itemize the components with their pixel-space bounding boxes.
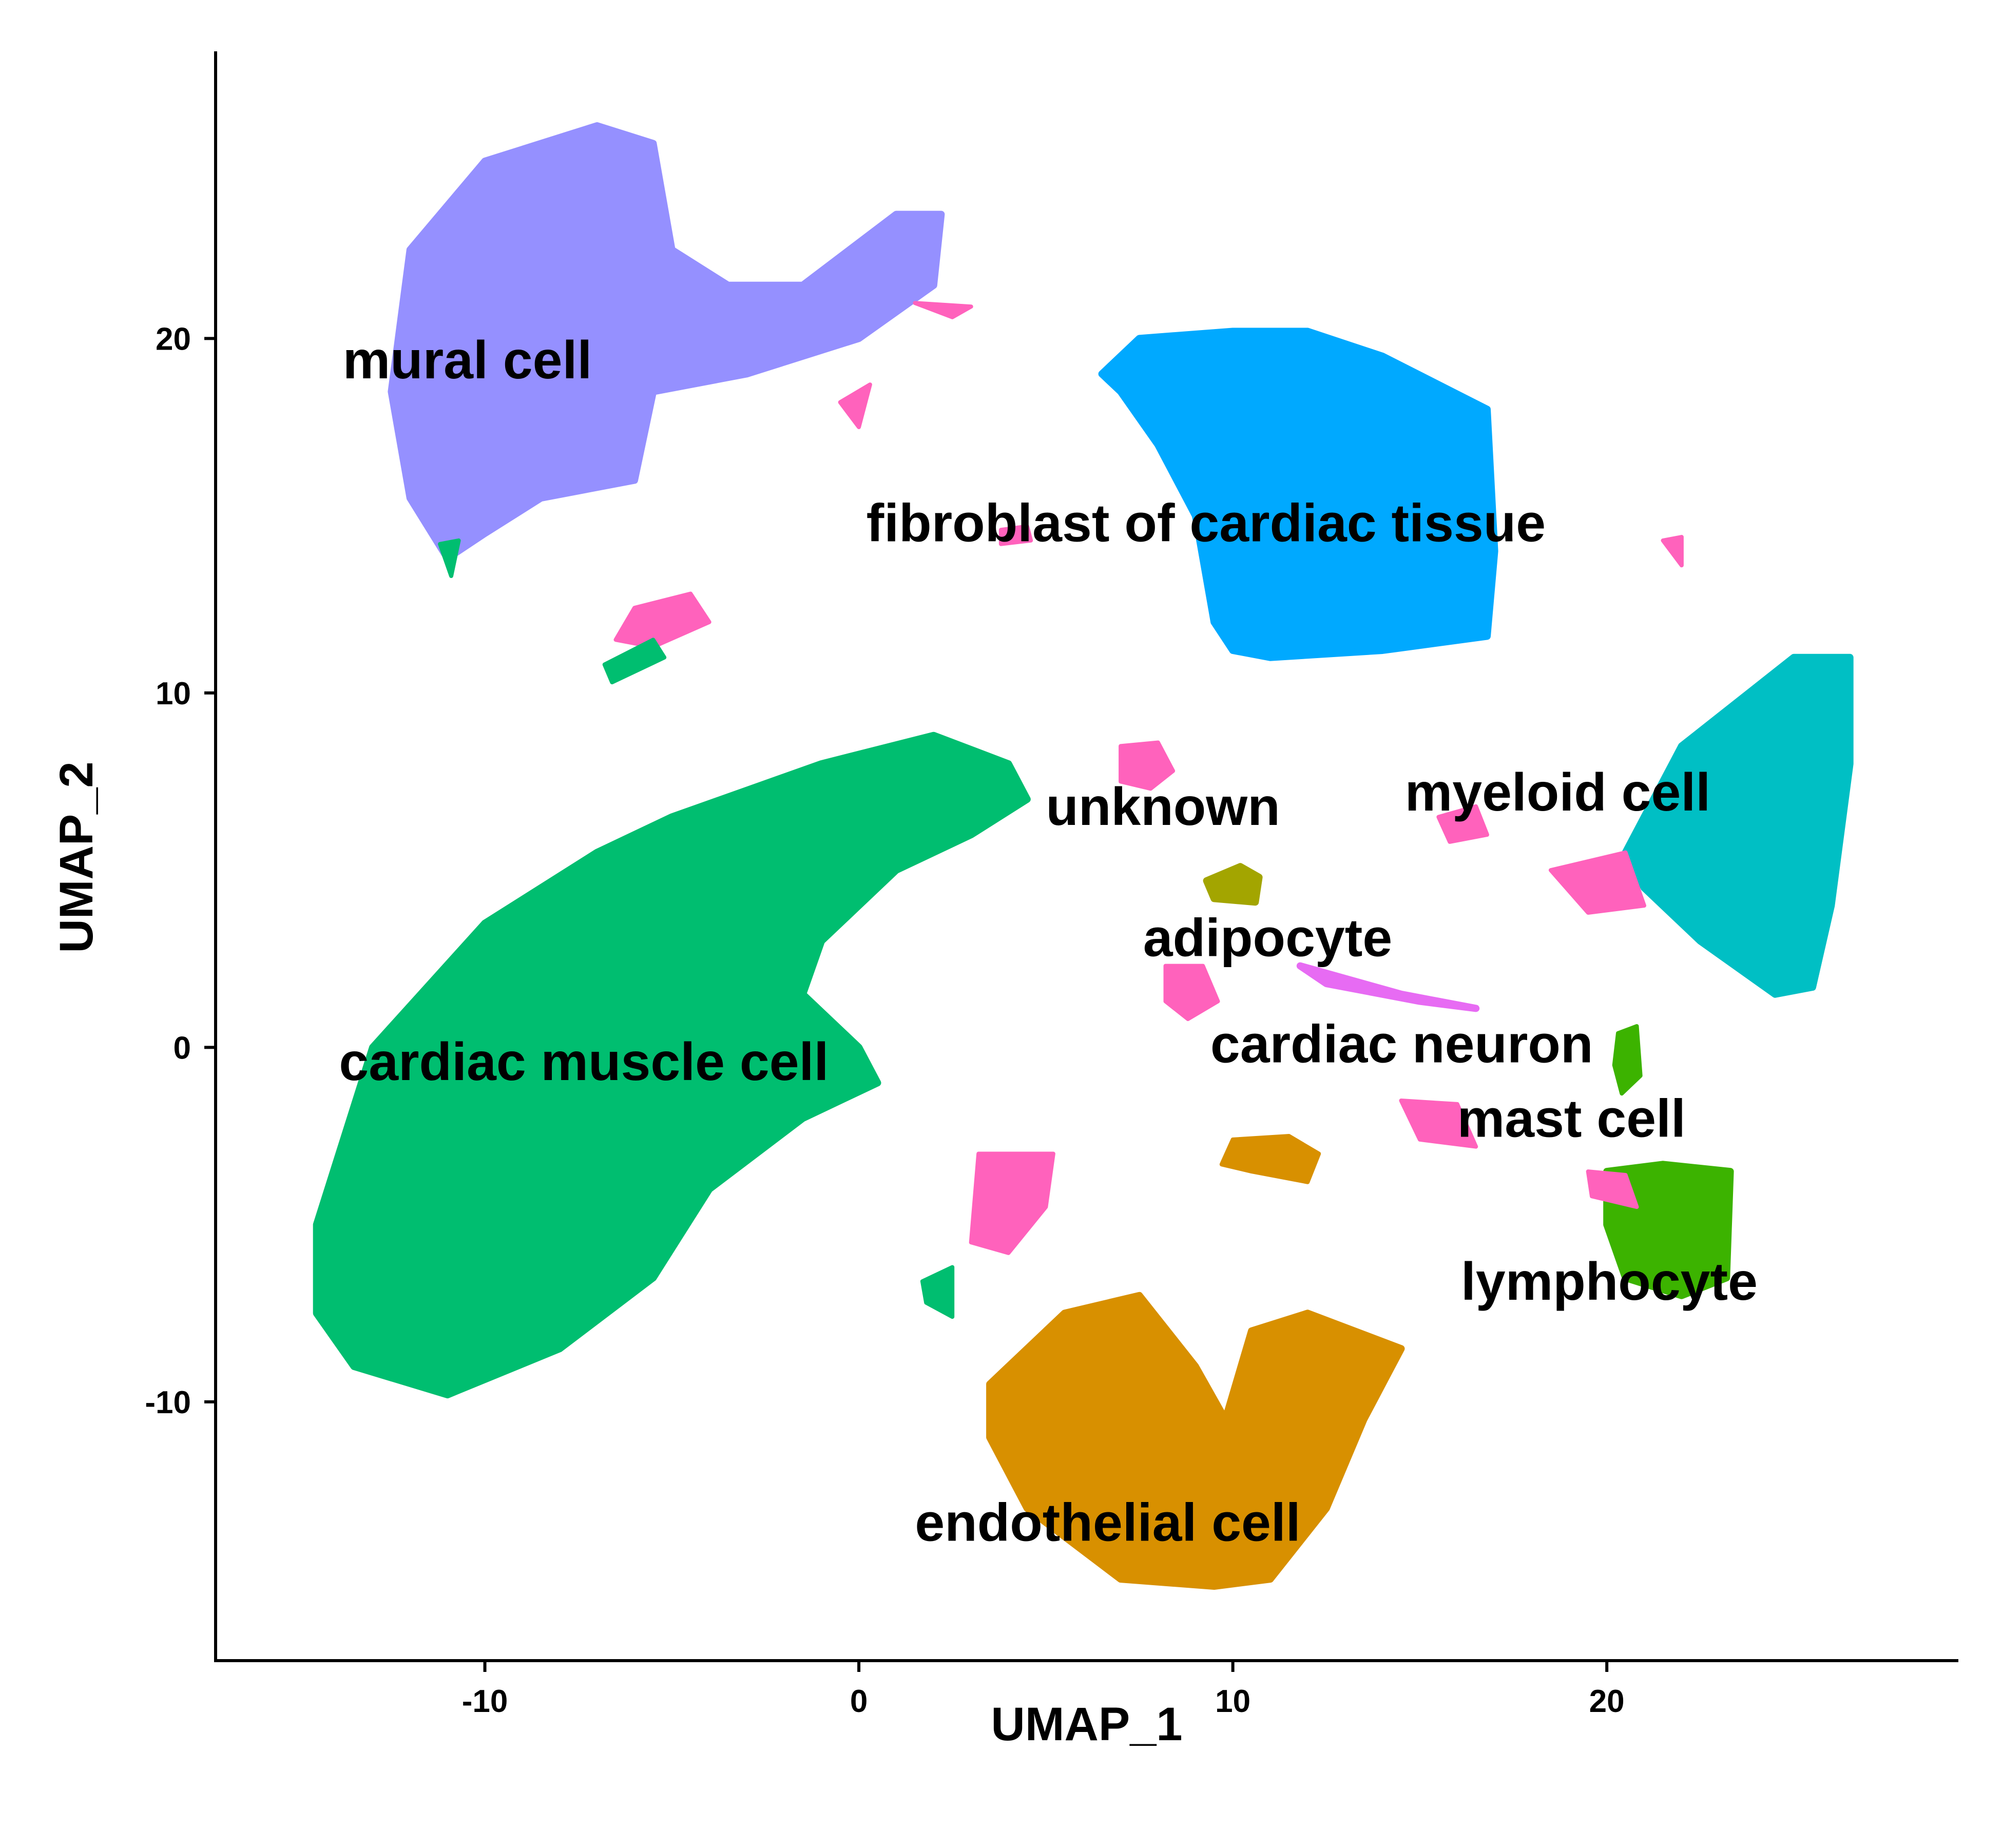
unknown-patch-1 [1119, 740, 1176, 791]
label-adipocyte: adipocyte [1143, 908, 1392, 968]
cardiac-muscle-patch-2 [920, 1265, 955, 1319]
label-lymphocyte: lymphocyte [1461, 1252, 1758, 1312]
y-axis-title: UMAP_2 [50, 761, 103, 953]
unknown-patch-9 [913, 301, 973, 319]
x-axis-title: UMAP_1 [991, 1698, 1182, 1750]
unknown-patch-11 [1661, 535, 1684, 568]
small-cluster-layer [438, 301, 1684, 1319]
label-endothelial-cell: endothelial cell [915, 1493, 1300, 1553]
unknown-patch-4 [1548, 850, 1646, 915]
x-tick-label: 0 [850, 1684, 868, 1719]
unknown-patch-5 [1436, 804, 1489, 844]
mast-cell-patch-0 [1612, 1024, 1643, 1096]
label-myeloid-cell: myeloid cell [1405, 763, 1710, 822]
unknown-patch-10 [838, 382, 872, 429]
unknown-patch-7 [1586, 1169, 1639, 1209]
label-mural-cell: mural cell [343, 331, 592, 390]
endothelial-patch-0 [1219, 1134, 1321, 1184]
x-tick-label: 20 [1589, 1684, 1625, 1719]
label-unknown: unknown [1046, 777, 1280, 837]
cluster-layer [313, 122, 1854, 1590]
x-tick-label: -10 [462, 1684, 508, 1719]
axes [214, 51, 1958, 1662]
unknown-patch-8 [998, 524, 1033, 546]
cluster-fibroblast-of-cardiac-tissue [1098, 328, 1498, 661]
cluster-myeloid-cell [1622, 653, 1854, 998]
cluster-adipocyte [1203, 863, 1263, 906]
cluster-lymphocyte [1603, 1161, 1734, 1299]
cluster-endothelial-cell [986, 1292, 1405, 1590]
cluster-mural-cell [388, 122, 945, 562]
y-tick-label: -10 [145, 1385, 191, 1420]
cluster-cardiac-neuron [1296, 962, 1480, 1012]
x-tick-label: 10 [1215, 1684, 1250, 1719]
cardiac-muscle-patch-1 [438, 538, 461, 578]
label-mast-cell: mast cell [1457, 1089, 1686, 1148]
y-tick-label: 0 [174, 1030, 191, 1066]
cluster-cardiac-muscle-cell [313, 732, 1031, 1399]
cluster-label-layer: mural cell fibroblast of cardiac tissue my… [339, 331, 1758, 1553]
unknown-patch-0 [613, 591, 711, 649]
label-cardiac-neuron: cardiac neuron [1210, 1014, 1593, 1074]
y-tick-label: 10 [156, 676, 191, 711]
tick-layer: -10 0 10 20 -10 0 10 20 [145, 321, 1624, 1719]
cardiac-muscle-patch-0 [602, 638, 667, 685]
unknown-patch-2 [1163, 964, 1220, 1022]
unknown-patch-3 [969, 1151, 1055, 1255]
y-tick-label: 20 [156, 321, 191, 357]
label-cardiac-muscle-cell: cardiac muscle cell [339, 1032, 829, 1092]
unknown-patch-6 [1399, 1099, 1478, 1149]
label-fibroblast-of-cardiac-tissue: fibroblast of cardiac tissue [867, 493, 1546, 553]
